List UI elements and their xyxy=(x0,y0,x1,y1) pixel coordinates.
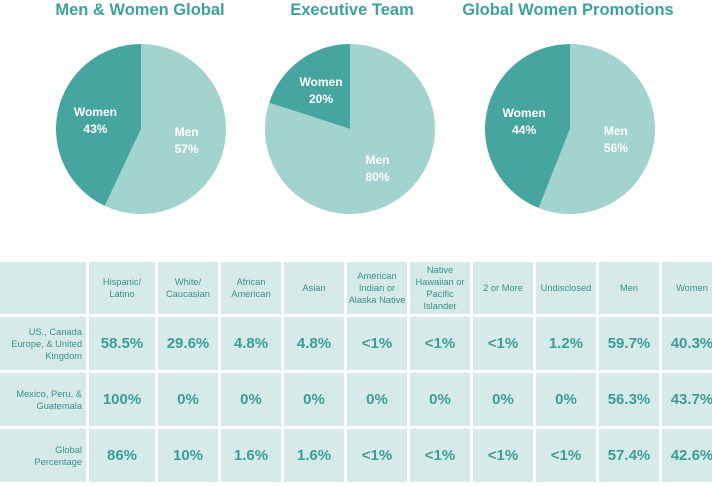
column-header-white-caucasian: White/Caucasian xyxy=(158,262,218,314)
table-corner-cell xyxy=(0,262,86,314)
table-cell: 57.4% xyxy=(599,429,659,482)
table-row: US., Canada Europe, & United Kingdom 58.5% 2… xyxy=(0,317,712,370)
table-cell: 58.5% xyxy=(89,317,155,370)
pie-slice-men xyxy=(264,44,435,214)
pie-value-men: 80% xyxy=(365,170,389,184)
table-cell: 43.7% xyxy=(662,373,712,426)
pie-value-women: 20% xyxy=(309,92,333,106)
table-cell: 100% xyxy=(89,373,155,426)
column-header-native-hawaiian-or-pacific-islander: Native Hawaiian or Pacific Islander xyxy=(410,262,470,314)
column-header-undisclosed: Undisclosed xyxy=(536,262,596,314)
pie-label-women: Women xyxy=(74,105,117,119)
table-cell: 86% xyxy=(89,429,155,482)
table-cell: 42.6% xyxy=(662,429,712,482)
pie-value-men: 57% xyxy=(175,142,199,156)
pie-value-women: 44% xyxy=(512,123,536,137)
table-cell: 4.8% xyxy=(284,317,344,370)
demographics-table: Hispanic/Latino White/Caucasian African Ame… xyxy=(0,259,712,485)
pie-value-men: 56% xyxy=(604,141,628,155)
table-cell: <1% xyxy=(410,317,470,370)
table-cell: 1.2% xyxy=(536,317,596,370)
table-cell: <1% xyxy=(473,317,533,370)
table-cell: <1% xyxy=(473,429,533,482)
table-cell: 0% xyxy=(284,373,344,426)
pie-slice-women xyxy=(269,44,350,129)
row-header-us-canada-europe-united-kingdom: US., Canada Europe, & United Kingdom xyxy=(0,317,86,370)
table-cell: <1% xyxy=(347,429,407,482)
pie-title-global-women-promotions: Global Women Promotions xyxy=(462,1,674,19)
pie-slice-women xyxy=(56,44,141,206)
row-header-global-percentage: Global Percentage xyxy=(0,429,86,482)
pie-slice-women xyxy=(485,44,570,209)
table-cell: 0% xyxy=(221,373,281,426)
table-cell: 0% xyxy=(347,373,407,426)
table-cell: 0% xyxy=(410,373,470,426)
table-row: Global Percentage 86% 10% 1.6% 1.6% <1% <1% <1% <… xyxy=(0,429,712,482)
table-cell: <1% xyxy=(410,429,470,482)
table-cell: 40.3% xyxy=(662,317,712,370)
pie-value-women: 43% xyxy=(83,122,107,136)
table-row: Mexico, Peru, & Guatemala 100% 0% 0% 0% 0% 0% 0%… xyxy=(0,373,712,426)
table-cell: 56.3% xyxy=(599,373,659,426)
column-header-women: Women xyxy=(662,262,712,314)
table-cell: 1.6% xyxy=(221,429,281,482)
table-cell: 0% xyxy=(473,373,533,426)
column-header-hispanic-latino: Hispanic/Latino xyxy=(89,262,155,314)
column-header-2-or-more: 2 or More xyxy=(473,262,533,314)
pie-label-women: Women xyxy=(503,106,546,120)
table-cell: 29.6% xyxy=(158,317,218,370)
column-header-men: Men xyxy=(599,262,659,314)
pie-chart-global-women-promotions: Women 44% Men 56% xyxy=(485,43,656,214)
table-cell: 4.8% xyxy=(221,317,281,370)
table-cell: 10% xyxy=(158,429,218,482)
pie-slice-men xyxy=(538,43,656,214)
pie-title-men-women-global: Men & Women Global xyxy=(55,1,225,19)
column-header-american-indian-or-alaska-native: American Indian or Alaska Native xyxy=(347,262,407,314)
pie-chart-executive-team: Women 20% Men 80% xyxy=(264,44,435,214)
demographics-table-wrap: Hispanic/Latino White/Caucasian African Ame… xyxy=(0,259,712,486)
table-cell: <1% xyxy=(347,317,407,370)
pie-slice-men xyxy=(104,44,227,215)
column-header-african-american: African American xyxy=(221,262,281,314)
table-body: US., Canada Europe, & United Kingdom 58.5% 2… xyxy=(0,317,712,482)
table-cell: 1.6% xyxy=(284,429,344,482)
table-cell: 0% xyxy=(158,373,218,426)
pie-label-women: Women xyxy=(299,75,342,89)
table-cell: 59.7% xyxy=(599,317,659,370)
table-cell: 0% xyxy=(536,373,596,426)
table-cell: <1% xyxy=(536,429,596,482)
row-header-mexico-peru-guatemala: Mexico, Peru, & Guatemala xyxy=(0,373,86,426)
pie-chart-men-women-global: Women 43% Men 57% xyxy=(56,44,227,215)
pie-label-men: Men xyxy=(604,124,628,138)
pie-label-men: Men xyxy=(175,125,199,139)
column-header-asian: Asian xyxy=(284,262,344,314)
pie-title-executive-team: Executive Team xyxy=(290,1,414,19)
table-header-row: Hispanic/Latino White/Caucasian African Ame… xyxy=(0,262,712,314)
pie-label-men: Men xyxy=(366,153,390,167)
